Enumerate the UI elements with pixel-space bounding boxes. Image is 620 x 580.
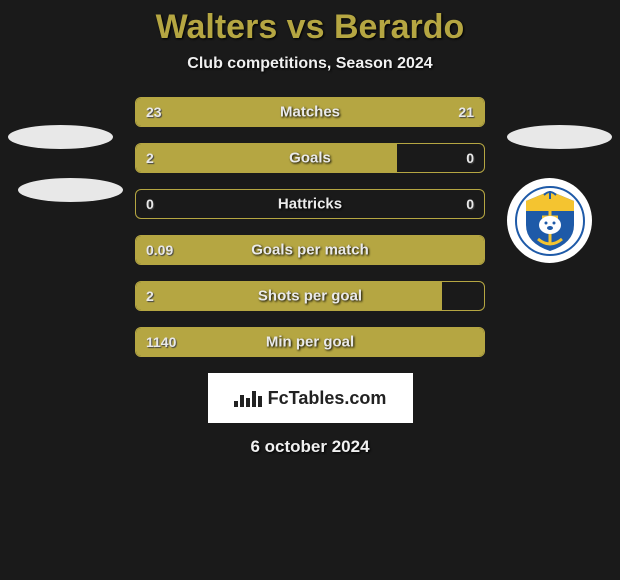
stat-value-left: 1140 [146,334,176,350]
chart-bars-icon [234,389,262,407]
player-left-placeholder-2 [18,178,123,202]
stat-row: 0.09 Goals per match [135,235,485,265]
stat-value-right: 21 [458,104,474,120]
stat-row: 2 0 Goals [135,143,485,173]
stat-label: Matches [280,104,340,121]
stat-bar-left [136,144,397,172]
crest-icon [514,185,586,257]
stat-value-right: 0 [466,150,474,166]
stat-row: 2 Shots per goal [135,281,485,311]
stat-label: Goals per match [251,242,369,259]
brand-logo[interactable]: FcTables.com [208,373,413,423]
stat-value-left: 23 [146,104,162,120]
stat-value-right: 0 [466,196,474,212]
page-title: Walters vs Berardo [0,8,620,47]
stat-row: 23 21 Matches [135,97,485,127]
date-label: 6 october 2024 [0,437,620,457]
stat-value-left: 0 [146,196,154,212]
stat-label: Shots per goal [258,288,362,305]
stats-list: 23 21 Matches 2 0 Goals 0 0 Hattricks 0.09 Goals p… [135,97,485,357]
comparison-card: Walters vs Berardo Club competitions, Se… [0,0,620,580]
brand-text: FcTables.com [268,388,387,409]
stat-label: Min per goal [266,334,354,351]
stat-row: 1140 Min per goal [135,327,485,357]
subtitle: Club competitions, Season 2024 [0,55,620,73]
stat-label: Hattricks [278,196,342,213]
stat-value-left: 0.09 [146,242,173,258]
stat-value-left: 2 [146,288,154,304]
player-left-placeholder-1 [8,125,113,149]
player-right-placeholder-1 [507,125,612,149]
stat-value-left: 2 [146,150,154,166]
club-crest [507,178,592,263]
stat-row: 0 0 Hattricks [135,189,485,219]
stat-label: Goals [289,150,331,167]
